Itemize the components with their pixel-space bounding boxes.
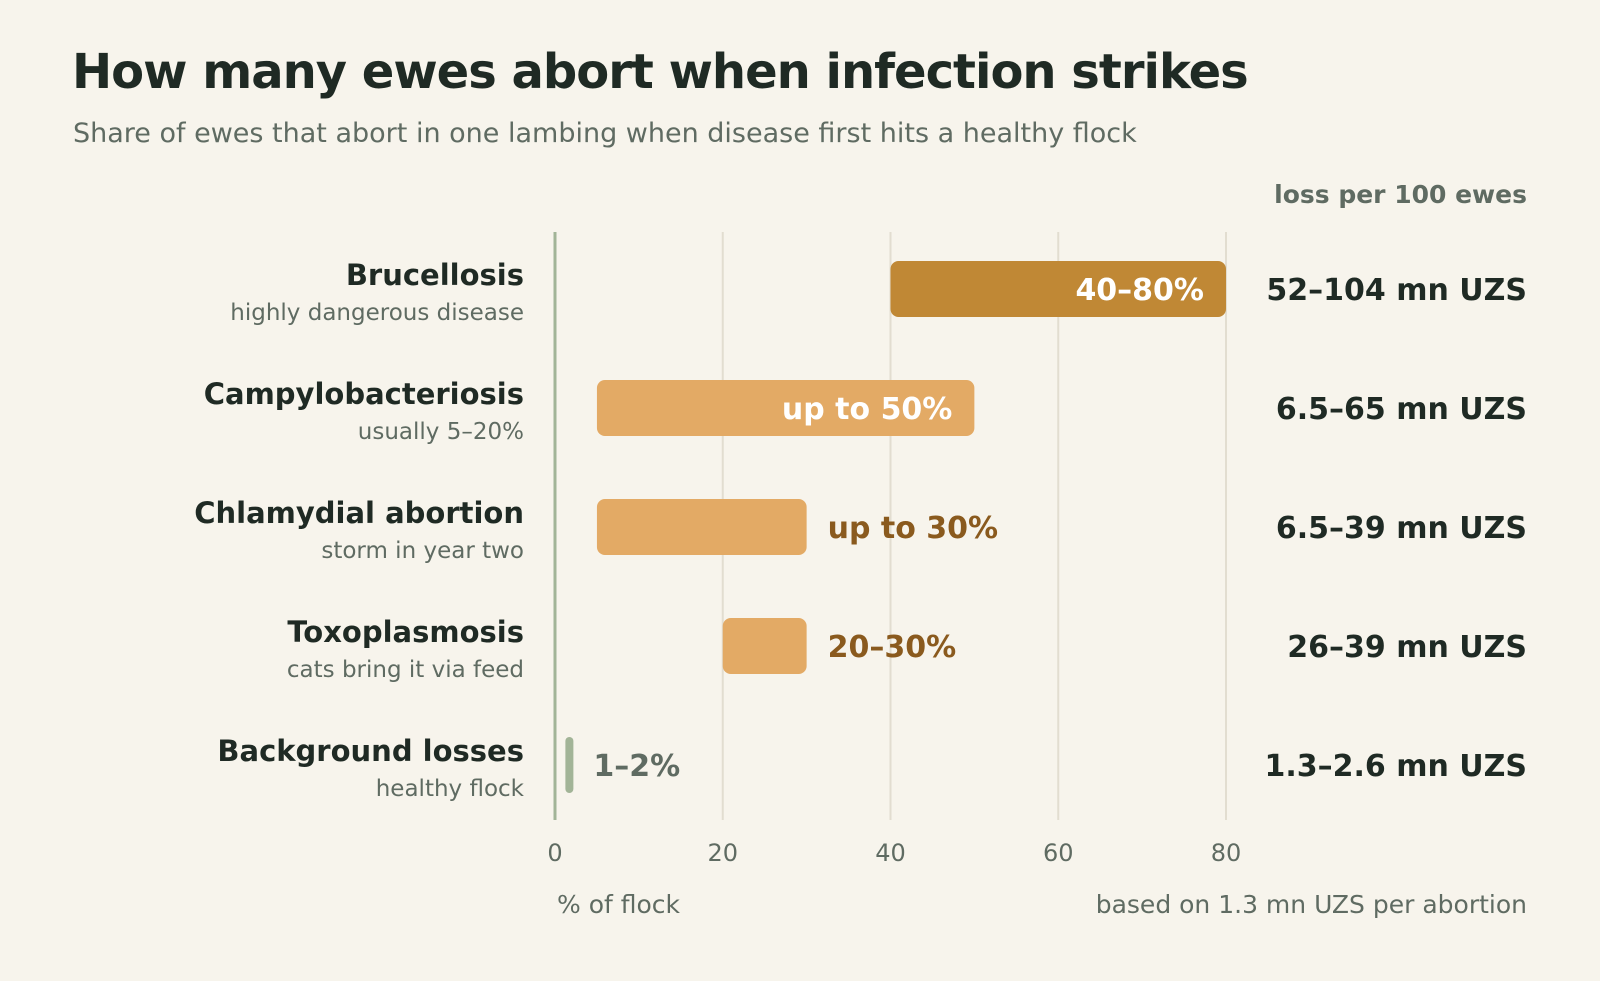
loss-value: 6.5–39 mn UZS — [1276, 511, 1527, 546]
loss-value: 6.5–65 mn UZS — [1276, 392, 1527, 427]
bar — [565, 737, 574, 793]
loss-value: 52–104 mn UZS — [1266, 273, 1527, 308]
bar-value-label: 40–80% — [1075, 273, 1204, 308]
x-tick-label: 60 — [1043, 839, 1074, 867]
x-axis-label: % of flock — [557, 890, 681, 919]
chart-subtitle: Share of ewes that abort in one lambing … — [73, 118, 1137, 149]
x-tick-label: 20 — [707, 839, 738, 867]
category-label: Toxoplasmosis — [287, 615, 524, 649]
footnote: based on 1.3 mn UZS per abortion — [1096, 890, 1527, 919]
loss-value: 1.3–2.6 mn UZS — [1264, 749, 1527, 784]
bar — [722, 618, 807, 674]
category-label: Campylobacteriosis — [204, 377, 524, 411]
category-note: storm in year two — [321, 538, 524, 564]
category-label: Background losses — [217, 734, 524, 768]
bar-value-label: up to 50% — [782, 392, 952, 427]
category-label: Chlamydial abortion — [194, 496, 524, 530]
bar — [596, 499, 807, 555]
category-note: healthy flock — [376, 776, 525, 802]
category-note: highly dangerous disease — [230, 300, 524, 326]
chart-title: How many ewes abort when infection strik… — [72, 44, 1249, 100]
bar-value-label: 1–2% — [593, 749, 680, 784]
loss-column-header: loss per 100 ewes — [1274, 180, 1527, 209]
bar-value-label: 20–30% — [828, 630, 957, 665]
category-note: cats bring it via feed — [287, 657, 524, 683]
bar-value-label: up to 30% — [828, 511, 998, 546]
x-tick-label: 80 — [1211, 839, 1242, 867]
x-tick-label: 40 — [875, 839, 906, 867]
category-note: usually 5–20% — [358, 419, 524, 445]
bar — [890, 261, 1226, 317]
category-label: Brucellosis — [346, 258, 524, 292]
bar — [596, 380, 975, 436]
loss-value: 26–39 mn UZS — [1287, 630, 1527, 665]
x-tick-label: 0 — [547, 839, 562, 867]
